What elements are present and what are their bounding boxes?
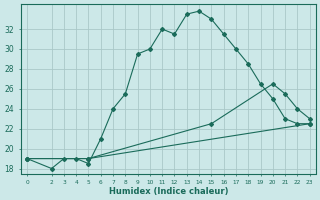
X-axis label: Humidex (Indice chaleur): Humidex (Indice chaleur): [108, 187, 228, 196]
